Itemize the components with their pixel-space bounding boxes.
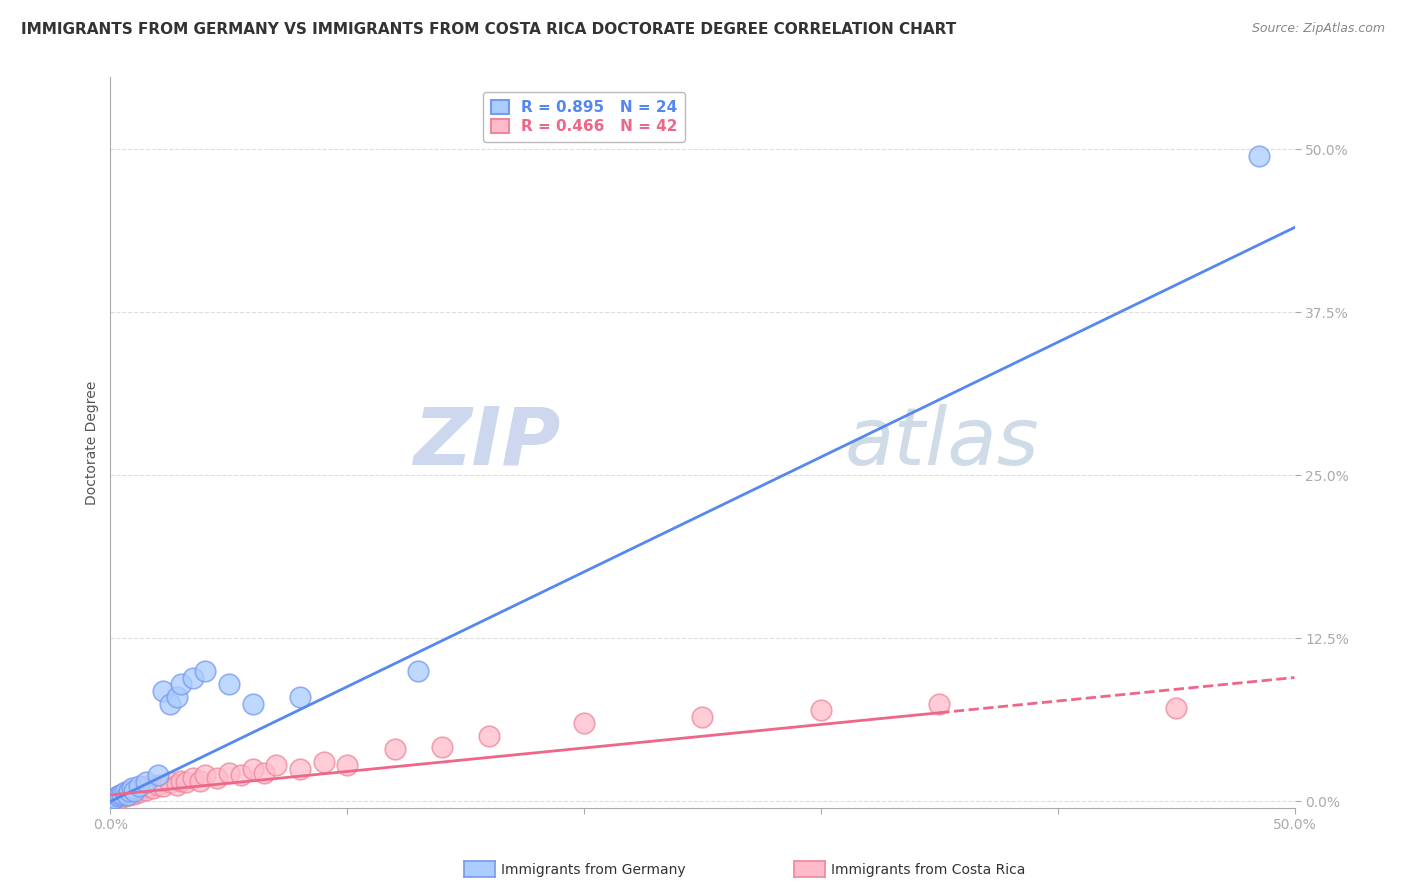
Point <box>146 777 169 791</box>
Point <box>205 771 228 785</box>
Point <box>114 785 136 799</box>
Point <box>135 775 157 789</box>
Point <box>1247 149 1270 163</box>
Point <box>152 683 174 698</box>
Point <box>122 787 145 801</box>
Point <box>181 771 204 785</box>
Point <box>181 671 204 685</box>
Text: Immigrants from Costa Rica: Immigrants from Costa Rica <box>831 863 1025 877</box>
Point <box>146 768 169 782</box>
Text: atlas: atlas <box>845 404 1039 482</box>
Point <box>194 664 217 678</box>
Point <box>170 773 193 788</box>
Text: Source: ZipAtlas.com: Source: ZipAtlas.com <box>1251 22 1385 36</box>
Point <box>159 775 181 789</box>
Point <box>115 788 138 802</box>
Point <box>190 773 212 788</box>
Point <box>101 792 124 806</box>
Point <box>194 768 217 782</box>
Point <box>229 768 252 782</box>
Point <box>264 758 287 772</box>
Point <box>111 788 134 802</box>
Point <box>406 664 429 678</box>
Point <box>128 785 150 799</box>
Point <box>478 729 501 743</box>
Point <box>107 789 129 804</box>
Point <box>253 765 276 780</box>
Point <box>218 677 240 691</box>
Point <box>572 716 595 731</box>
Point <box>135 782 157 797</box>
Point <box>166 777 188 791</box>
Point <box>121 781 143 796</box>
Point <box>1164 700 1187 714</box>
Point <box>111 787 134 801</box>
Point <box>128 779 150 793</box>
Point <box>928 697 950 711</box>
Text: Immigrants from Germany: Immigrants from Germany <box>501 863 685 877</box>
Point <box>166 690 188 704</box>
Point <box>692 709 714 723</box>
Point <box>122 784 145 798</box>
Point <box>108 790 131 805</box>
Point <box>142 781 165 796</box>
Legend: R = 0.895   N = 24, R = 0.466   N = 42: R = 0.895 N = 24, R = 0.466 N = 42 <box>482 93 685 142</box>
Text: ZIP: ZIP <box>413 404 561 482</box>
Point <box>174 775 197 789</box>
Point <box>121 785 143 799</box>
Text: IMMIGRANTS FROM GERMANY VS IMMIGRANTS FROM COSTA RICA DOCTORATE DEGREE CORRELATI: IMMIGRANTS FROM GERMANY VS IMMIGRANTS FR… <box>21 22 956 37</box>
Point <box>104 790 127 805</box>
Point <box>115 787 138 801</box>
Point <box>218 765 240 780</box>
Point <box>118 788 141 802</box>
Point <box>288 690 311 704</box>
Point <box>108 788 131 802</box>
Point <box>384 742 406 756</box>
Point <box>242 697 264 711</box>
Point <box>118 784 141 798</box>
Point <box>810 703 832 717</box>
Point <box>170 677 193 691</box>
Point <box>107 789 129 804</box>
Point <box>312 756 335 770</box>
Point <box>101 792 124 806</box>
Point <box>288 762 311 776</box>
Point <box>159 697 181 711</box>
Point <box>242 762 264 776</box>
Point <box>136 779 159 793</box>
Point <box>336 758 359 772</box>
Point <box>114 789 136 804</box>
Point <box>129 781 152 796</box>
Point <box>430 739 453 754</box>
Point <box>104 790 127 805</box>
Y-axis label: Doctorate Degree: Doctorate Degree <box>86 381 100 505</box>
Point <box>152 779 174 793</box>
Point <box>125 784 148 798</box>
